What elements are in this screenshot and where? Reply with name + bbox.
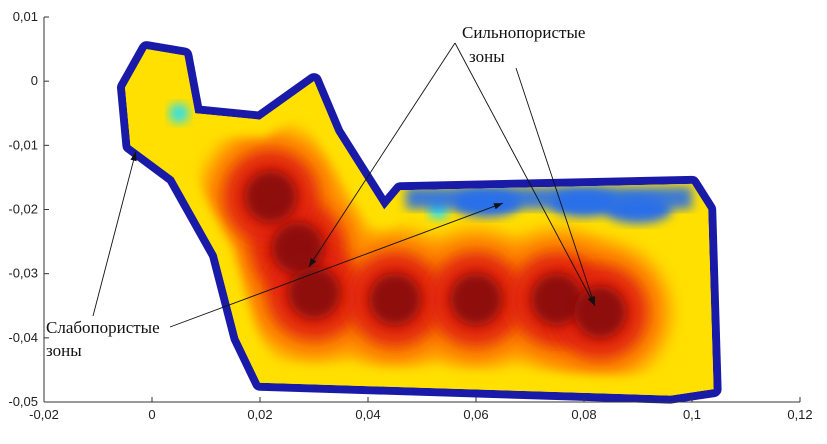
- annotation-arrow-line: [169, 202, 504, 328]
- strong-porous-arrows: [308, 42, 596, 306]
- x-tick-label: 0,12: [787, 407, 812, 422]
- axes: -0,02 0 0,02 0,04 0,06 0,08 0,1 0,12 0,01 0 -0,01…: [8, 9, 812, 422]
- annotations: Сильнопористые зоны Слабопористые зоны: [46, 23, 596, 360]
- x-tick-label: 0,02: [247, 407, 272, 422]
- x-ticks: -0,02 0 0,02 0,04 0,06 0,08 0,1 0,12: [29, 397, 813, 422]
- weak-porous-label-zones: зоны: [46, 341, 82, 360]
- y-tick-label: -0,02: [8, 202, 38, 217]
- dark-red-core: [271, 222, 324, 274]
- low-porosity-zone: [169, 103, 189, 124]
- dark-red-core: [574, 286, 627, 339]
- y-tick-label: -0,03: [8, 266, 38, 281]
- annotation-arrow-head: [308, 257, 317, 268]
- strong-porous-label-zones: зоны: [469, 47, 505, 66]
- y-tick-label: 0: [31, 73, 38, 88]
- x-tick-label: 0,04: [355, 407, 380, 422]
- y-tick-label: -0,05: [8, 394, 38, 409]
- x-tick-label: 0,06: [463, 407, 488, 422]
- dark-red-core: [244, 170, 297, 223]
- annotation-arrow-line: [92, 151, 137, 317]
- weak-porous-label: Слабопористые: [46, 318, 160, 337]
- dark-red-core: [288, 266, 340, 319]
- x-tick-label: -0,02: [29, 407, 59, 422]
- annotation-arrow-line: [515, 67, 596, 306]
- plot-area: [117, 41, 722, 404]
- annotation-arrow-line: [454, 42, 596, 306]
- porosity-fill: [125, 49, 714, 396]
- dark-red-core: [531, 273, 583, 326]
- blue-shelf-band: [405, 187, 692, 210]
- y-tick-label: 0,01: [13, 9, 38, 24]
- annotation-arrow-head: [493, 203, 503, 210]
- dark-red-core: [369, 273, 421, 326]
- y-tick-label: -0,01: [8, 137, 38, 152]
- dark-red-core: [450, 273, 502, 326]
- y-ticks: 0,01 0 -0,01 -0,02 -0,03 -0,04 -0,05: [8, 9, 49, 409]
- y-tick-label: -0,04: [8, 330, 38, 345]
- x-tick-label: 0: [148, 407, 155, 422]
- annotation-arrow-line: [308, 42, 456, 268]
- annotation-arrow-head: [130, 151, 137, 162]
- x-tick-label: 0,08: [571, 407, 596, 422]
- annotation-arrow-head: [588, 296, 596, 306]
- weak-porous-arrows: [92, 151, 504, 328]
- x-tick-label: 0,1: [683, 407, 701, 422]
- strong-porous-label: Сильнопористые: [462, 23, 585, 42]
